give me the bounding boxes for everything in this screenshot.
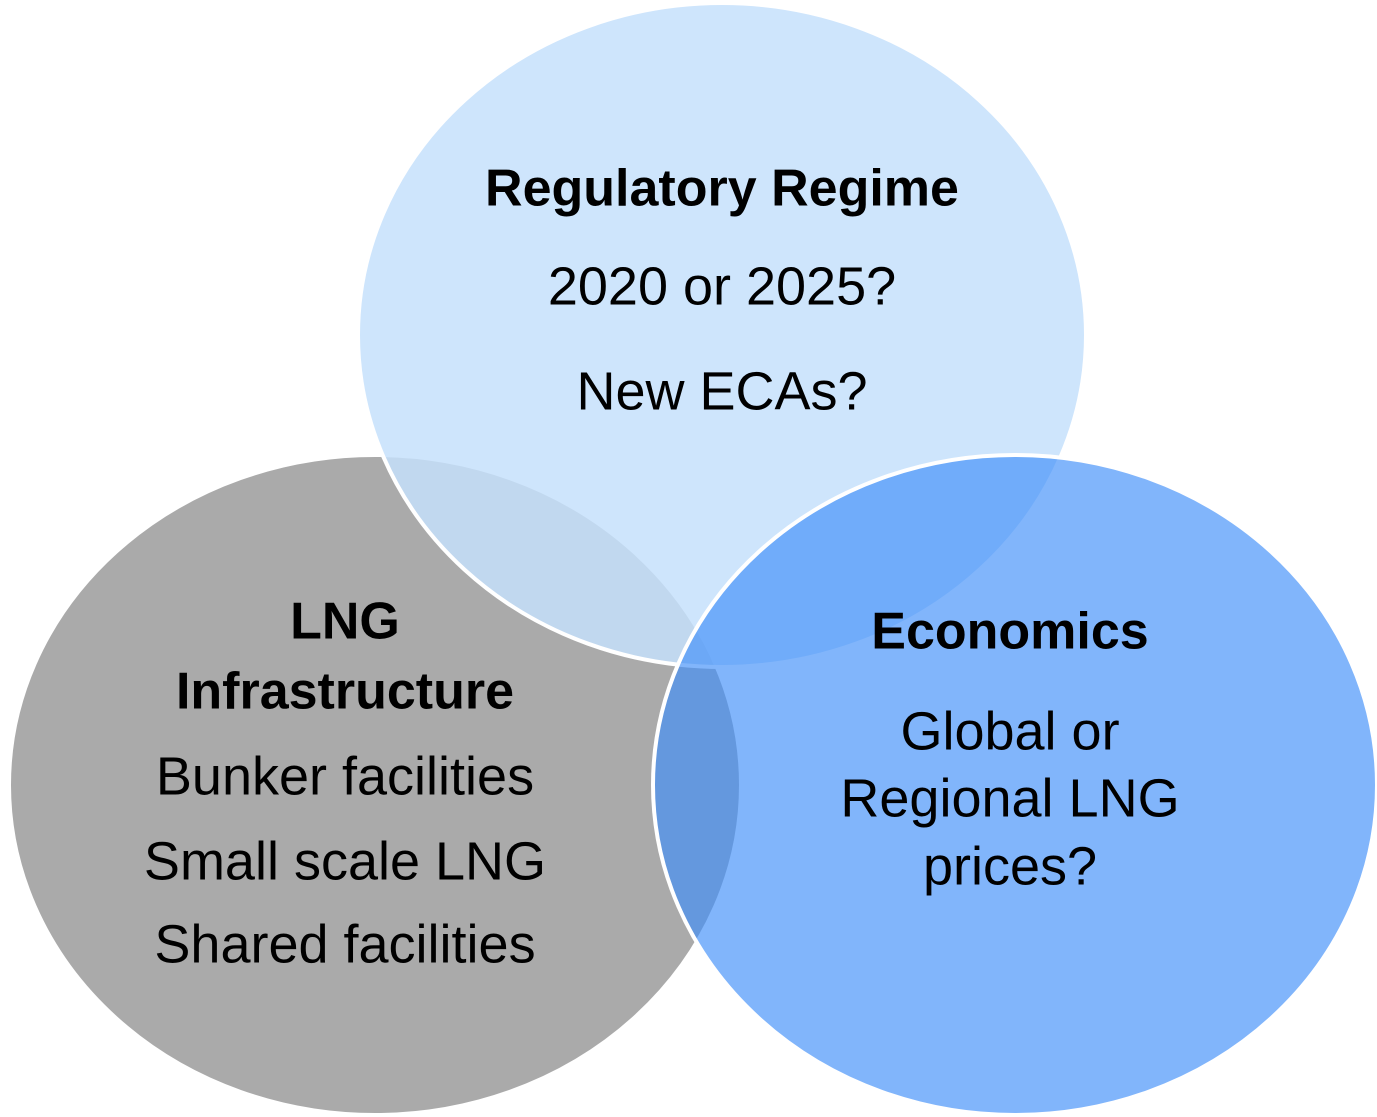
circle-line: Shared facilities <box>154 914 535 974</box>
circle-title: Economics <box>871 603 1148 661</box>
circle-line: Bunker facilities <box>156 746 534 806</box>
circle-title: Infrastructure <box>176 663 514 721</box>
circle-title: LNG <box>290 593 400 651</box>
circle-line: New ECAs? <box>576 361 867 421</box>
circle-line: Small scale LNG <box>144 831 546 891</box>
circle-line: 2020 or 2025? <box>548 256 896 316</box>
circle-title: Regulatory Regime <box>485 160 959 218</box>
circle-line: Global or <box>900 701 1119 761</box>
circle-line: Regional LNG <box>840 768 1179 828</box>
circle-line: prices? <box>923 836 1097 896</box>
circle-economics <box>651 453 1377 1117</box>
